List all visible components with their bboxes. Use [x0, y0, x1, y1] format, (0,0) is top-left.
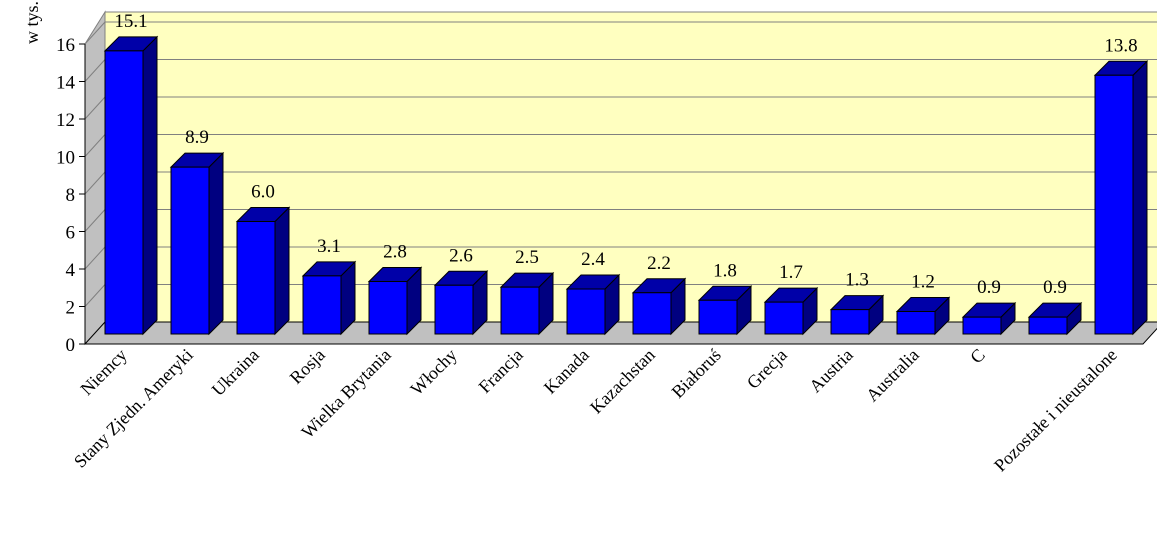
bars — [103, 35, 1149, 336]
data-label: 0.9 — [1043, 277, 1067, 298]
bar-front — [434, 284, 474, 335]
gridline-side — [84, 21, 106, 45]
bar-front — [764, 301, 804, 335]
data-label: 2.4 — [581, 249, 605, 270]
gridline-side — [84, 284, 106, 307]
bar — [367, 266, 423, 336]
data-label: 2.6 — [449, 245, 473, 266]
category-label: C — [966, 345, 989, 368]
bar — [961, 301, 1017, 336]
data-label: 1.8 — [713, 260, 737, 281]
data-label: 13.8 — [1104, 35, 1137, 56]
bar-front — [566, 288, 606, 335]
bar-front — [500, 286, 540, 335]
category-label: Pozostałe i nieustalone — [990, 345, 1121, 476]
bar — [631, 277, 687, 336]
gridline-side — [84, 209, 106, 232]
bar-front — [104, 50, 144, 335]
data-label: 2.2 — [647, 253, 671, 274]
y-tick-label: 12 — [56, 110, 75, 131]
category-label: Białoruś — [668, 345, 725, 402]
y-tick-label: 8 — [66, 185, 76, 206]
plot-side-wall — [84, 10, 106, 346]
bar-front — [368, 281, 408, 335]
bar-side — [274, 206, 290, 336]
bar — [829, 294, 885, 336]
bar-front — [302, 275, 342, 335]
y-tick-label: 14 — [56, 73, 76, 94]
category-label: Rosja — [286, 345, 329, 388]
y-tick-label: 10 — [56, 148, 75, 169]
y-tick-label: 4 — [66, 260, 76, 281]
category-label: Niemcy — [76, 345, 130, 399]
data-label: 3.1 — [317, 236, 341, 257]
category-label: Ukraina — [208, 345, 263, 400]
bar-front — [896, 311, 936, 335]
bar-front — [962, 316, 1002, 335]
bar-side — [208, 151, 224, 336]
bar — [763, 286, 819, 336]
data-label: 1.7 — [779, 262, 803, 283]
y-tick-label: 6 — [66, 223, 76, 244]
bar — [697, 285, 753, 336]
y-tick-label: 16 — [56, 35, 75, 56]
data-label: 8.9 — [185, 127, 209, 148]
category-label: Włochy — [406, 345, 460, 399]
bar — [103, 35, 159, 336]
bar-front — [698, 299, 738, 335]
gridline-side — [84, 59, 106, 82]
category-label: Francja — [475, 345, 527, 397]
data-label: 2.8 — [383, 242, 407, 263]
y-tick-label: 0 — [66, 335, 76, 356]
gridline-side — [84, 134, 106, 157]
category-label: Grecja — [743, 345, 791, 393]
bar-front — [236, 221, 276, 335]
gridline-side — [84, 96, 106, 120]
bar-front — [1028, 316, 1068, 335]
data-label: 0.9 — [977, 277, 1001, 298]
category-label: Australia — [862, 345, 923, 406]
gridline-side — [84, 246, 106, 270]
data-label: 1.3 — [845, 270, 869, 291]
bar — [565, 273, 621, 336]
category-label: Stany Zjedn. Ameryki — [70, 345, 197, 472]
gridline-side — [84, 171, 106, 195]
bar — [499, 271, 555, 336]
data-label: 6.0 — [251, 182, 275, 203]
bar-front — [1094, 74, 1134, 335]
y-axis-label: w tys. — [22, 1, 42, 44]
category-label: Kanada — [540, 345, 593, 398]
category-label: Kazachstan — [586, 345, 659, 418]
bar — [235, 206, 291, 336]
data-label: 1.2 — [911, 272, 935, 293]
bar — [1027, 301, 1083, 336]
category-label: Austria — [805, 345, 857, 397]
bar-front — [170, 166, 210, 335]
bar — [433, 270, 489, 336]
y-tick-label: 2 — [66, 298, 76, 319]
bar-side — [1132, 60, 1148, 336]
y-axis-ticks: 0 2 4 6 8 10 12 14 16 — [56, 35, 85, 356]
bar — [895, 296, 951, 336]
data-label: 15.1 — [114, 11, 147, 32]
bar-side — [142, 35, 158, 336]
bar-front — [830, 309, 870, 335]
bar — [1093, 60, 1149, 336]
data-labels: 15.1 8.9 6.0 3.1 2.8 2.6 2.5 2.4 2.2 1.8 1.7 1.3 1.2… — [114, 11, 1137, 298]
gridlines — [84, 21, 1157, 307]
bar — [301, 260, 357, 336]
data-label: 2.5 — [515, 247, 539, 268]
bar-front — [632, 292, 672, 335]
bar — [169, 151, 225, 336]
